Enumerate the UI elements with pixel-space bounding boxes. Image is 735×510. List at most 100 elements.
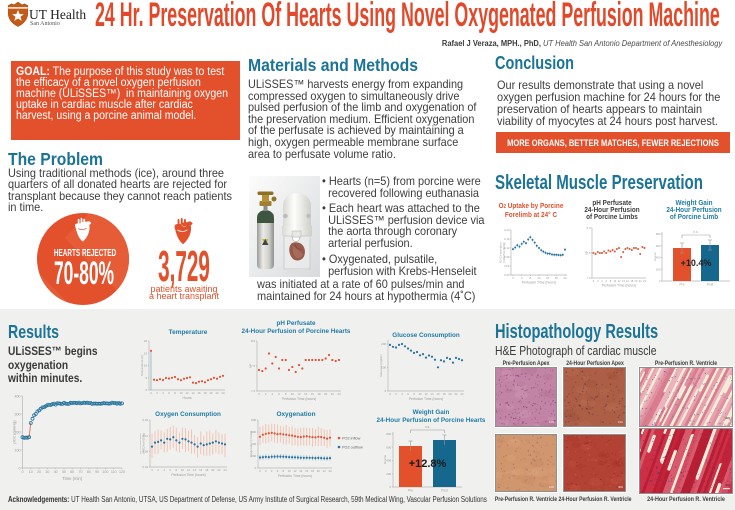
svg-text:Oxygenation (mmHg): Oxygenation (mmHg) bbox=[249, 431, 253, 458]
svg-text:0.04: 0.04 bbox=[142, 465, 148, 469]
svg-text:20: 20 bbox=[209, 391, 213, 395]
svg-text:15: 15 bbox=[144, 351, 148, 355]
svg-text:20: 20 bbox=[635, 279, 638, 283]
svg-text:0: 0 bbox=[385, 389, 387, 393]
svg-text:Glucose (mg/dL): Glucose (mg/dL) bbox=[379, 354, 383, 376]
svg-text:20: 20 bbox=[37, 470, 41, 474]
svg-text:10: 10 bbox=[288, 469, 292, 473]
svg-text:110: 110 bbox=[111, 470, 117, 474]
svg-text:+12.8%: +12.8% bbox=[409, 458, 447, 470]
svg-text:18: 18 bbox=[311, 469, 315, 473]
svg-text:18: 18 bbox=[317, 392, 321, 396]
svg-text:100: 100 bbox=[618, 420, 623, 424]
svg-text:600: 600 bbox=[251, 430, 256, 434]
svg-text:12: 12 bbox=[297, 392, 301, 396]
svg-text:0: 0 bbox=[593, 279, 595, 283]
svg-text:0: 0 bbox=[151, 468, 153, 472]
svg-text:Post: Post bbox=[441, 489, 447, 493]
svg-text:Grams: Grams bbox=[383, 455, 387, 465]
svg-text:10: 10 bbox=[181, 468, 185, 472]
svg-text:4: 4 bbox=[272, 392, 274, 396]
svg-text:12: 12 bbox=[537, 276, 541, 280]
svg-text:16: 16 bbox=[436, 392, 440, 396]
svg-text:Perfusion Time (hours): Perfusion Time (hours) bbox=[278, 474, 312, 478]
svg-text:20: 20 bbox=[324, 392, 328, 396]
svg-text:PO2 inflow: PO2 inflow bbox=[342, 437, 361, 441]
svg-text:0: 0 bbox=[146, 388, 148, 392]
svg-text:120: 120 bbox=[119, 470, 125, 474]
svg-text:8: 8 bbox=[285, 392, 287, 396]
svg-text:20: 20 bbox=[555, 276, 559, 280]
svg-text:20: 20 bbox=[317, 469, 321, 473]
svg-text:Perfusion Time (hours): Perfusion Time (hours) bbox=[282, 397, 316, 401]
svg-text:n.s.: n.s. bbox=[425, 425, 430, 429]
svg-text:0: 0 bbox=[512, 276, 514, 280]
svg-text:12: 12 bbox=[185, 391, 189, 395]
svg-text:18: 18 bbox=[203, 391, 207, 395]
svg-text:2: 2 bbox=[156, 391, 158, 395]
svg-text:7.0: 7.0 bbox=[251, 389, 256, 393]
svg-text:24: 24 bbox=[337, 392, 341, 396]
svg-text:5: 5 bbox=[146, 376, 148, 380]
svg-text:200: 200 bbox=[381, 342, 386, 346]
svg-text:12: 12 bbox=[424, 392, 428, 396]
svg-text:100: 100 bbox=[549, 420, 554, 424]
svg-text:40: 40 bbox=[54, 470, 58, 474]
svg-text:400: 400 bbox=[725, 416, 730, 420]
svg-text:Pre: Pre bbox=[680, 283, 685, 287]
svg-text:14: 14 bbox=[622, 279, 625, 283]
svg-text:4: 4 bbox=[601, 279, 603, 283]
svg-text:PO2 outflow: PO2 outflow bbox=[342, 446, 363, 450]
svg-text:6: 6 bbox=[605, 279, 607, 283]
svg-text:pH: pH bbox=[248, 364, 252, 368]
svg-text:0: 0 bbox=[659, 279, 661, 283]
svg-text:0: 0 bbox=[259, 469, 261, 473]
svg-text:400: 400 bbox=[251, 442, 256, 446]
svg-text:4: 4 bbox=[521, 276, 523, 280]
svg-text:6: 6 bbox=[168, 391, 170, 395]
svg-text:800: 800 bbox=[251, 418, 256, 422]
svg-text:14: 14 bbox=[299, 469, 303, 473]
svg-text:100: 100 bbox=[15, 448, 21, 452]
svg-text:4: 4 bbox=[271, 469, 273, 473]
svg-text:0.19: 0.19 bbox=[142, 418, 148, 422]
svg-text:0: 0 bbox=[255, 466, 257, 470]
svg-text:10: 10 bbox=[179, 391, 183, 395]
svg-text:24: 24 bbox=[223, 468, 227, 472]
svg-text:16: 16 bbox=[305, 469, 309, 473]
svg-text:0: 0 bbox=[150, 391, 152, 395]
svg-text:20: 20 bbox=[211, 468, 215, 472]
svg-text:Perfusion Time (hours): Perfusion Time (hours) bbox=[409, 397, 443, 401]
svg-text:600: 600 bbox=[386, 445, 391, 449]
svg-text:6: 6 bbox=[277, 469, 279, 473]
svg-text:22: 22 bbox=[323, 469, 327, 473]
svg-text:60: 60 bbox=[70, 470, 74, 474]
svg-text:22: 22 bbox=[454, 392, 458, 396]
svg-text:2: 2 bbox=[597, 279, 599, 283]
svg-text:400: 400 bbox=[386, 459, 391, 463]
svg-text:2: 2 bbox=[265, 392, 267, 396]
svg-text:6: 6 bbox=[169, 468, 171, 472]
svg-text:200: 200 bbox=[15, 430, 21, 434]
svg-text:(mlO2/min/100g): (mlO2/min/100g) bbox=[502, 242, 506, 263]
svg-text:16: 16 bbox=[626, 279, 629, 283]
svg-text:70: 70 bbox=[79, 470, 83, 474]
svg-text:0: 0 bbox=[390, 485, 392, 489]
svg-text:Temperature (C): Temperature (C) bbox=[140, 355, 144, 377]
svg-text:400: 400 bbox=[618, 485, 623, 489]
svg-text:4: 4 bbox=[401, 392, 403, 396]
svg-text:pH: pH bbox=[584, 251, 588, 255]
svg-text:8.0: 8.0 bbox=[251, 339, 256, 343]
svg-text:800: 800 bbox=[386, 432, 391, 436]
svg-text:24: 24 bbox=[643, 279, 646, 283]
svg-text:20: 20 bbox=[144, 339, 148, 343]
svg-text:80: 80 bbox=[87, 470, 91, 474]
svg-text:14: 14 bbox=[304, 392, 308, 396]
svg-text:400: 400 bbox=[725, 483, 730, 487]
svg-text:0.08: 0.08 bbox=[504, 255, 510, 259]
svg-text:0.16: 0.16 bbox=[504, 237, 510, 241]
svg-text:8: 8 bbox=[174, 391, 176, 395]
svg-text:18: 18 bbox=[205, 468, 209, 472]
svg-text:16: 16 bbox=[199, 468, 203, 472]
svg-text:2: 2 bbox=[157, 468, 159, 472]
